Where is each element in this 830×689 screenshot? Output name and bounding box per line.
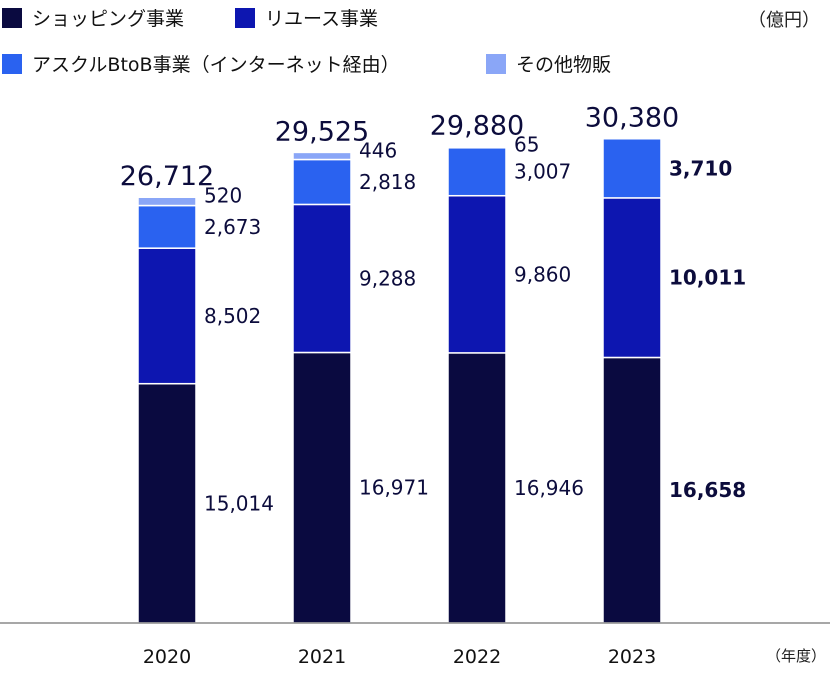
data-label-reuse-2021: 9,288 <box>359 266 416 290</box>
data-label-askul-2022: 3,007 <box>514 160 571 184</box>
legend-label-askul: アスクルBtoB事業（インターネット経由） <box>32 54 400 76</box>
bar-other-2022 <box>447 145 507 149</box>
bar-other-2021 <box>292 151 352 161</box>
total-label-2023: 30,380 <box>585 103 679 134</box>
bar-askul-2021 <box>292 158 352 206</box>
legend-swatch-other <box>486 53 506 74</box>
bar-askul-2023 <box>602 138 662 199</box>
legend-swatch-reuse <box>235 7 255 28</box>
legend-label-other: その他物販 <box>516 54 612 76</box>
data-label-reuse-2022: 9,860 <box>514 262 571 286</box>
legend-item-askul: アスクルBtoB事業（インターネット経由） <box>2 50 400 77</box>
unit-label: （億円） <box>748 10 820 31</box>
x-tick-2020: 2020 <box>143 646 191 668</box>
legend-item-other: その他物販 <box>486 50 611 77</box>
data-label-askul-2023: 3,710 <box>669 156 732 180</box>
data-label-other-2022: 65 <box>514 133 539 157</box>
bar-shopping-2021 <box>292 351 352 624</box>
data-label-shopping-2021: 16,971 <box>359 476 429 500</box>
bar-askul-2020 <box>137 204 197 249</box>
legend-label-reuse: リユース事業 <box>265 8 379 30</box>
data-label-shopping-2023: 16,658 <box>669 478 746 502</box>
data-label-other-2021: 446 <box>359 138 397 162</box>
legend-label-shopping: ショッピング事業 <box>32 8 185 30</box>
data-label-askul-2021: 2,818 <box>359 170 416 194</box>
legend-item-reuse: リユース事業 <box>235 4 378 31</box>
data-label-reuse-2020: 8,502 <box>204 304 261 328</box>
legend-swatch-shopping <box>2 7 22 28</box>
bar-reuse-2022 <box>447 194 507 354</box>
data-label-other-2020: 520 <box>204 183 242 207</box>
bar-askul-2022 <box>447 147 507 197</box>
bar-shopping-2023 <box>602 356 662 624</box>
total-label-2022: 29,880 <box>430 111 524 142</box>
data-label-reuse-2023: 10,011 <box>669 266 746 290</box>
data-label-askul-2020: 2,673 <box>204 215 261 239</box>
bar-reuse-2021 <box>292 203 352 354</box>
x-tick-2023: 2023 <box>608 646 656 668</box>
data-label-shopping-2022: 16,946 <box>514 476 584 500</box>
legend-item-shopping: ショッピング事業 <box>2 4 184 31</box>
total-label-2020: 26,712 <box>120 161 214 192</box>
x-unit-label: （年度） <box>766 647 827 665</box>
bar-shopping-2022 <box>447 352 507 624</box>
x-tick-2022: 2022 <box>453 646 501 668</box>
bar-reuse-2020 <box>137 247 197 385</box>
x-tick-2021: 2021 <box>298 646 346 668</box>
bar-shopping-2020 <box>137 382 197 624</box>
bar-reuse-2023 <box>602 197 662 359</box>
data-label-shopping-2020: 15,014 <box>204 491 274 515</box>
bar-other-2020 <box>137 196 197 207</box>
legend-swatch-askul <box>2 53 22 74</box>
total-label-2021: 29,525 <box>275 116 369 147</box>
